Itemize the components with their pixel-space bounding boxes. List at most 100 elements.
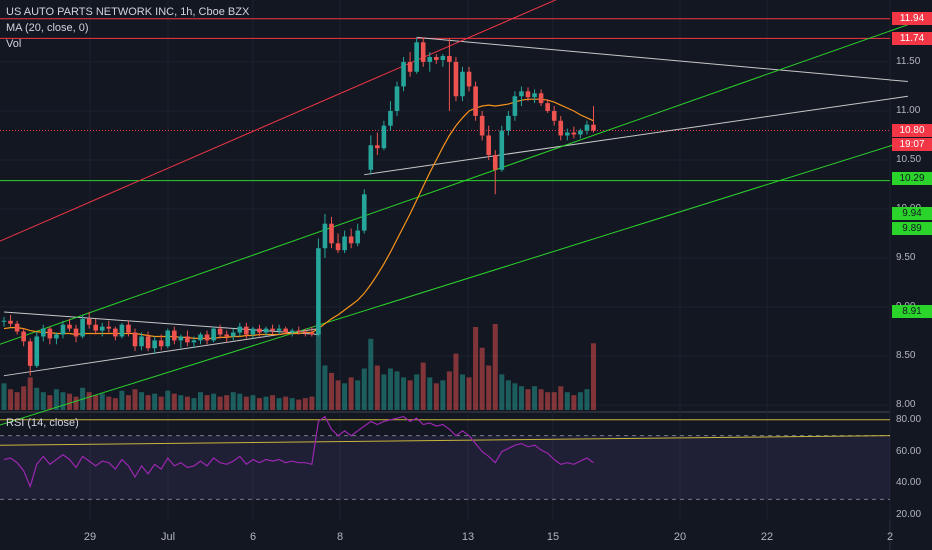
candle-body: [185, 336, 190, 343]
price-label: 9.89: [892, 222, 932, 235]
candle-body: [401, 61, 406, 87]
candle: [473, 81, 478, 121]
volume-bar: [99, 393, 105, 410]
volume-bar: [322, 365, 328, 410]
candle-body: [355, 230, 360, 244]
volume-bar: [93, 395, 99, 410]
price-tick: 11.50: [896, 55, 921, 67]
candle-body: [289, 330, 295, 333]
volume-bar: [505, 380, 511, 410]
candle-body: [506, 115, 511, 131]
candle: [375, 132, 380, 156]
candle: [158, 334, 164, 351]
candle: [27, 338, 33, 376]
candle-body: [322, 223, 328, 249]
candle-body: [145, 336, 151, 349]
volume-bar: [446, 371, 452, 410]
volume-bar: [270, 395, 276, 410]
volume-bar: [584, 389, 590, 410]
candle-body: [296, 330, 302, 332]
candle: [420, 37, 426, 67]
candle-body: [551, 110, 557, 121]
candle-body: [584, 124, 590, 131]
volume-bars: [1, 324, 596, 410]
candle-body: [204, 334, 210, 341]
candle: [41, 324, 46, 342]
candle: [132, 328, 138, 352]
volume-bar: [473, 326, 479, 410]
candle-body: [27, 341, 33, 366]
price-label: 9.94: [892, 207, 932, 220]
volume-bar: [158, 396, 164, 410]
candle: [545, 99, 550, 113]
horizontal-levels: [0, 18, 890, 182]
candle-body: [316, 248, 321, 335]
volume-bar: [263, 396, 269, 410]
candle: [309, 326, 315, 337]
candle: [492, 150, 498, 195]
candle: [67, 318, 72, 332]
volume-bar: [551, 392, 557, 410]
volume-bar: [401, 377, 407, 410]
ma-line: [3, 98, 594, 339]
volume-legend[interactable]: Vol: [6, 38, 22, 50]
volume-bar: [243, 396, 249, 410]
candle: [453, 57, 459, 102]
volume-bar: [178, 395, 184, 410]
candle-body: [388, 110, 393, 126]
candle: [178, 334, 184, 349]
price-tick: 8.50: [896, 350, 916, 362]
rsi-legend[interactable]: RSI (14, close): [6, 417, 79, 429]
candle-body: [335, 243, 341, 251]
candle: [139, 332, 144, 351]
volume-bar: [440, 380, 446, 410]
candle: [126, 320, 131, 337]
candle: [394, 81, 400, 116]
rsi-tick: 80.00: [896, 413, 922, 425]
time-tick: 8: [336, 531, 344, 543]
candle: [414, 37, 419, 74]
time-tick: 29: [83, 531, 97, 543]
candle-body: [519, 91, 524, 97]
candle: [21, 328, 26, 347]
candle: [86, 311, 92, 329]
candle: [99, 322, 105, 337]
volume-bar: [119, 390, 125, 410]
candle-body: [1, 320, 7, 322]
candle-body: [21, 331, 26, 342]
trend-line: [416, 36, 908, 83]
candle: [591, 106, 596, 133]
volume-bar: [47, 395, 53, 410]
candle: [165, 328, 171, 349]
candle-body: [407, 61, 413, 72]
volume-bar: [1, 383, 7, 410]
price-tick: 9.50: [896, 252, 916, 264]
volume-bar: [453, 353, 459, 410]
candle-body: [486, 135, 491, 156]
candle: [217, 324, 223, 339]
price-label: 10.80: [892, 124, 932, 137]
candle: [283, 326, 288, 335]
candle: [14, 320, 20, 335]
time-tick: 22: [760, 531, 774, 543]
time-tick: 13: [461, 531, 475, 543]
candle: [211, 326, 216, 343]
trend-line: [0, 24, 909, 345]
candle-body: [473, 86, 478, 116]
rsi-tick: 40.00: [896, 477, 922, 489]
candle: [525, 87, 531, 102]
ma-legend[interactable]: MA (20, close, 0): [6, 22, 89, 34]
candle: [237, 322, 243, 337]
candle-body: [538, 93, 544, 104]
volume-bar: [525, 389, 531, 410]
candle: [551, 106, 557, 126]
price-label: 11.94: [892, 12, 932, 25]
candle: [388, 101, 393, 131]
candle-body: [217, 328, 223, 335]
volume-bar: [355, 380, 361, 410]
candle-body: [578, 130, 583, 135]
candle-body: [172, 330, 177, 341]
volume-bar: [112, 398, 118, 410]
candle-body: [14, 323, 20, 332]
